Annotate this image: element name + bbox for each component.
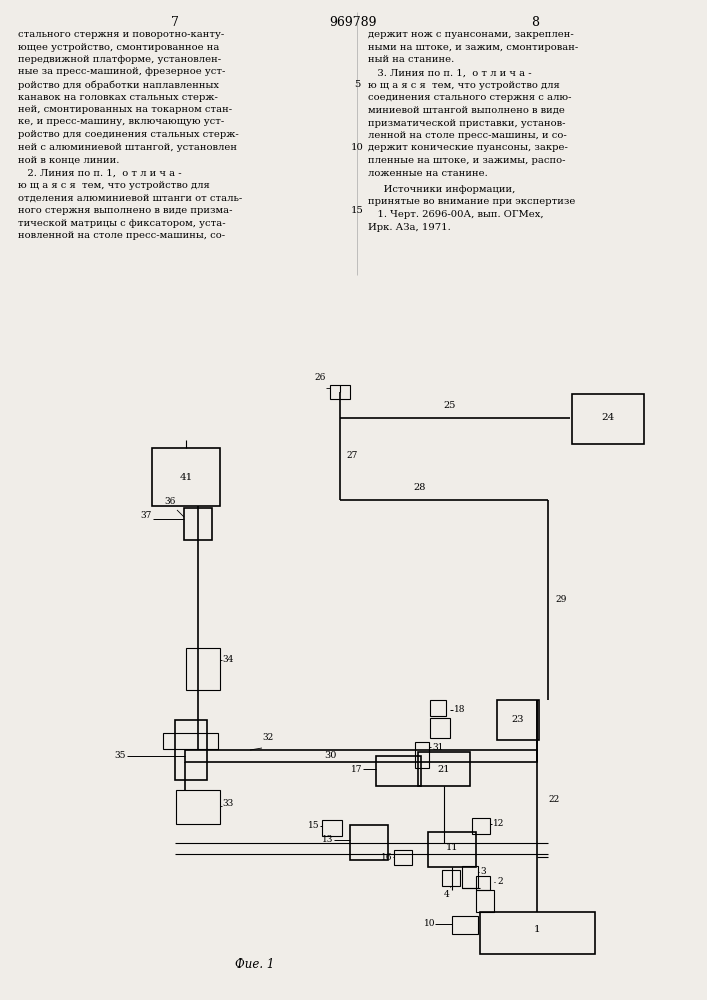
Text: 31: 31 [432, 743, 443, 752]
Bar [472, 818, 490, 834]
Text: призматической приставки, установ-: призматической приставки, установ- [368, 118, 566, 127]
Text: 21: 21 [438, 764, 450, 774]
Text: 23: 23 [512, 716, 525, 724]
Bar [184, 508, 212, 540]
Text: ней, смонтированных на токарном стан-: ней, смонтированных на токарном стан- [18, 105, 232, 114]
Text: ке, и пресс-машину, включающую уст-: ке, и пресс-машину, включающую уст- [18, 117, 224, 126]
Text: ней с алюминиевой штангой, установлен: ней с алюминиевой штангой, установлен [18, 142, 237, 151]
Text: ройство для обработки наплавленных: ройство для обработки наплавленных [18, 80, 219, 90]
Text: 34: 34 [222, 655, 233, 664]
Text: 28: 28 [414, 483, 426, 492]
Text: ложенные на станине.: ложенные на станине. [368, 168, 488, 178]
Text: 22: 22 [548, 796, 559, 804]
Text: ленной на столе пресс-машины, и со-: ленной на столе пресс-машины, и со- [368, 131, 567, 140]
Text: 18: 18 [454, 706, 465, 714]
Text: 36: 36 [165, 497, 176, 506]
Text: 33: 33 [222, 798, 233, 808]
Bar [376, 756, 421, 786]
Text: 27: 27 [346, 450, 357, 460]
Bar [452, 916, 478, 934]
Text: 1: 1 [534, 926, 540, 934]
Text: 29: 29 [555, 595, 566, 604]
Text: держит нож с пуансонами, закреплен-: держит нож с пуансонами, закреплен- [368, 30, 574, 39]
Text: 5: 5 [354, 80, 360, 89]
Text: Ирк. АЗа, 1971.: Ирк. АЗа, 1971. [368, 223, 451, 232]
Bar [394, 850, 412, 865]
Text: миниевой штангой выполнено в виде: миниевой штангой выполнено в виде [368, 106, 565, 115]
Text: 12: 12 [493, 820, 504, 828]
Text: 35: 35 [115, 752, 126, 760]
Bar [163, 733, 218, 749]
Text: 37: 37 [141, 512, 152, 520]
Text: 10: 10 [423, 920, 435, 928]
Text: 17: 17 [351, 764, 362, 774]
Text: 32: 32 [262, 733, 273, 742]
Bar [430, 718, 450, 738]
Text: 13: 13 [322, 836, 333, 844]
Bar [175, 720, 207, 780]
Bar [185, 750, 537, 762]
Text: 30: 30 [324, 750, 337, 760]
Text: ной в конце линии.: ной в конце линии. [18, 155, 119, 164]
Text: 3. Линия по п. 1,  о т л и ч а -: 3. Линия по п. 1, о т л и ч а - [368, 68, 532, 78]
Bar [497, 700, 539, 740]
Text: ный на станине.: ный на станине. [368, 55, 455, 64]
Text: тической матрицы с фиксатором, уста-: тической матрицы с фиксатором, уста- [18, 219, 226, 228]
Text: держит конические пуансоны, закре-: держит конические пуансоны, закре- [368, 143, 568, 152]
Text: ю щ а я с я  тем, что устройство для: ю щ а я с я тем, что устройство для [18, 181, 210, 190]
Text: 2. Линия по п. 1,  о т л и ч а -: 2. Линия по п. 1, о т л и ч а - [18, 168, 182, 178]
Text: 41: 41 [180, 473, 192, 482]
Text: 25: 25 [444, 401, 456, 410]
Text: ные за пресс-машиной, фрезерное уст-: ные за пресс-машиной, фрезерное уст- [18, 68, 226, 77]
Text: 2: 2 [497, 878, 503, 886]
Bar [322, 820, 342, 836]
Text: отделения алюминиевой штанги от сталь-: отделения алюминиевой штанги от сталь- [18, 194, 243, 202]
Text: ными на штоке, и зажим, смонтирован-: ными на штоке, и зажим, смонтирован- [368, 42, 578, 51]
Text: канавок на головках стальных стерж-: канавок на головках стальных стерж- [18, 93, 218, 102]
Text: 1. Черт. 2696-00А, вып. ОГМех,: 1. Черт. 2696-00А, вып. ОГМех, [368, 210, 544, 219]
Text: Источники информации,: Источники информации, [368, 185, 515, 194]
Text: ю щ а я с я  тем, что устройство для: ю щ а я с я тем, что устройство для [368, 81, 560, 90]
Text: принятые во внимание при экспертизе: принятые во внимание при экспертизе [368, 198, 575, 207]
Bar [330, 385, 350, 399]
Text: пленные на штоке, и зажимы, распо-: пленные на штоке, и зажимы, распо- [368, 156, 566, 165]
Text: соединения стального стержня с алю-: соединения стального стержня с алю- [368, 94, 571, 103]
Text: 10: 10 [351, 142, 363, 151]
Text: ющее устройство, смонтированное на: ющее устройство, смонтированное на [18, 42, 219, 51]
Text: 969789: 969789 [329, 16, 377, 29]
Bar [480, 912, 595, 954]
Text: 7: 7 [171, 16, 179, 29]
Text: ного стержня выполнено в виде призма-: ного стержня выполнено в виде призма- [18, 206, 233, 215]
Bar [476, 876, 490, 890]
Text: 15: 15 [308, 822, 320, 830]
Text: передвижной платформе, установлен-: передвижной платформе, установлен- [18, 55, 221, 64]
Text: 4: 4 [444, 890, 450, 899]
Text: ройство для соединения стальных стерж-: ройство для соединения стальных стерж- [18, 130, 239, 139]
Bar [418, 752, 470, 786]
Bar [186, 648, 220, 690]
Bar [462, 866, 478, 888]
Text: 26: 26 [315, 373, 326, 382]
Bar [350, 825, 388, 860]
Text: 15: 15 [351, 206, 363, 215]
Text: 16: 16 [380, 852, 392, 861]
Text: новленной на столе пресс-машины, со-: новленной на столе пресс-машины, со- [18, 231, 225, 240]
Bar [152, 448, 220, 506]
Bar [428, 832, 476, 867]
Bar [476, 890, 494, 912]
Bar [442, 870, 460, 886]
Text: 24: 24 [602, 414, 614, 422]
Text: 3: 3 [480, 867, 486, 876]
Text: стального стержня и поворотно-канту-: стального стержня и поворотно-канту- [18, 30, 224, 39]
Text: Фие. 1: Фие. 1 [235, 958, 274, 971]
Text: 8: 8 [531, 16, 539, 29]
Bar [415, 742, 429, 768]
Text: 11: 11 [445, 844, 458, 852]
Bar [572, 394, 644, 444]
Bar [176, 790, 220, 824]
Bar [430, 700, 446, 716]
